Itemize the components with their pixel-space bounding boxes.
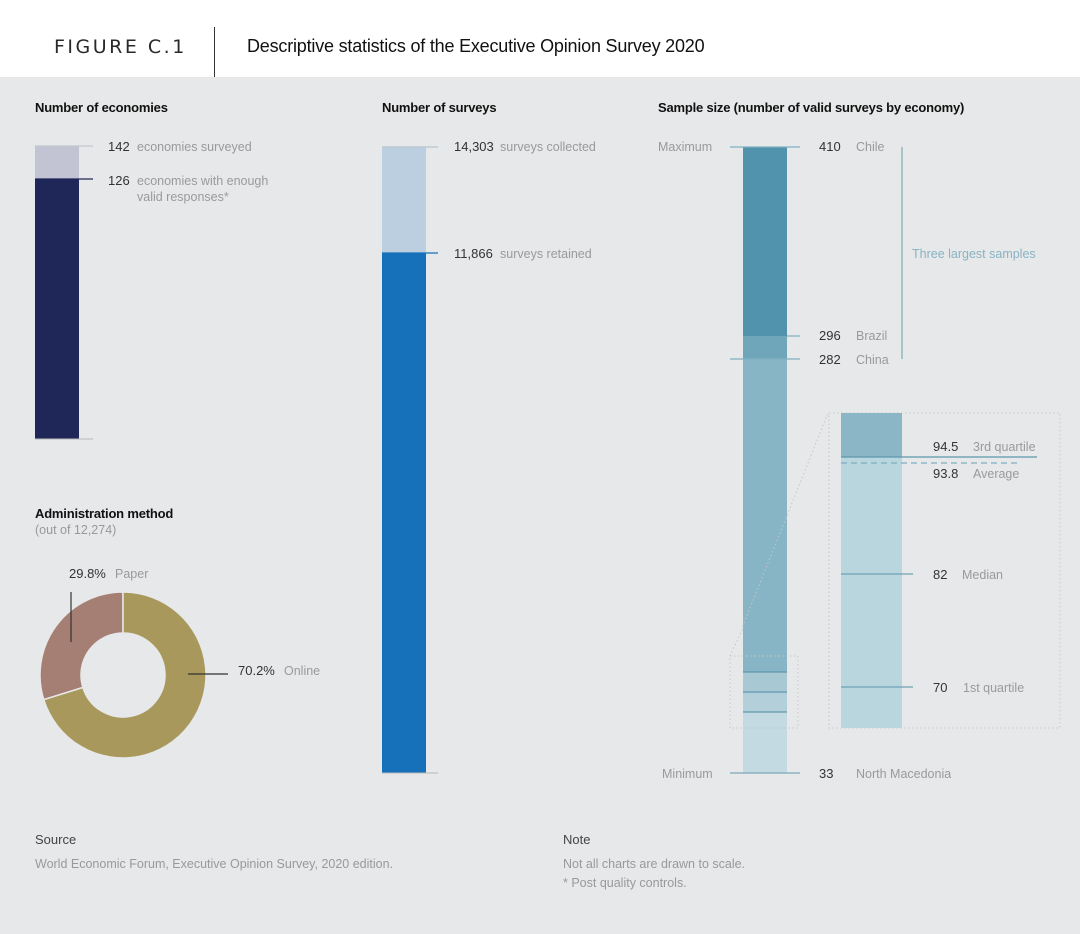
q3-label: 3rd quartile	[973, 440, 1036, 454]
economies-valid-label-1: economies with enough	[137, 174, 269, 188]
surveys-retained-label: surveys retained	[500, 247, 592, 261]
average-value: 93.8	[933, 466, 959, 481]
china-value: 282	[819, 352, 841, 367]
surveys-retained-value: 11,866	[454, 246, 493, 261]
economies-valid-value: 126	[108, 173, 130, 188]
bar-sample-q3-band	[743, 672, 787, 692]
bar-economies-surveyed	[35, 146, 79, 179]
note-line-2: * Post quality controls.	[563, 876, 687, 890]
bar-surveys-retained	[382, 253, 426, 773]
note-heading: Note	[563, 832, 591, 847]
brazil-label: Brazil	[856, 329, 888, 343]
sample-title: Sample size (number of valid surveys by …	[658, 100, 965, 115]
figure-label: FIGURE C.1	[54, 36, 187, 58]
brazil-value: 296	[819, 328, 841, 343]
surveys-title: Number of surveys	[382, 100, 497, 115]
q1-label: 1st quartile	[963, 681, 1025, 695]
note-line-1: Not all charts are drawn to scale.	[563, 857, 746, 871]
q1-value: 70	[933, 680, 948, 695]
paper-label: Paper	[115, 567, 149, 581]
bar-sample-mid	[743, 359, 787, 672]
source-text: World Economic Forum, Executive Opinion …	[35, 857, 394, 871]
paper-pct: 29.8%	[69, 566, 106, 581]
header-divider	[214, 27, 215, 77]
surveys-collected-value: 14,303	[454, 139, 494, 154]
online-pct: 70.2%	[238, 663, 275, 678]
minimum-label: Minimum	[662, 767, 713, 781]
zoom-bar-lower	[841, 457, 902, 728]
average-label: Average	[973, 467, 1020, 481]
bar-sample-median-band	[743, 692, 787, 712]
q3-value: 94.5	[933, 439, 959, 454]
figure-header: FIGURE C.1 Descriptive statistics of the…	[0, 0, 1080, 77]
three-largest-label: Three largest samples	[912, 247, 1036, 261]
median-value: 82	[933, 567, 948, 582]
donut-slice-paper	[39, 591, 124, 701]
chile-label: Chile	[856, 140, 885, 154]
zoom-source-region	[729, 655, 799, 729]
economies-title: Number of economies	[35, 100, 168, 115]
online-label: Online	[284, 664, 321, 678]
china-label: China	[856, 353, 889, 367]
bar-economies-valid	[35, 179, 79, 439]
maximum-label: Maximum	[658, 140, 713, 154]
economies-valid-label-2: valid responses*	[137, 190, 229, 204]
bar-sample-top3	[743, 147, 787, 336]
zoom-detail-box	[828, 412, 1061, 729]
admin-subtitle: (out of 12,274)	[35, 523, 117, 537]
bar-sample-low	[743, 712, 787, 773]
surveys-collected-label: surveys collected	[500, 140, 596, 154]
donut-slice-online	[42, 591, 207, 759]
figure-title: Descriptive statistics of the Executive …	[247, 36, 705, 56]
source-heading: Source	[35, 832, 77, 847]
zoom-bar-upper	[841, 413, 902, 457]
economies-surveyed-label: economies surveyed	[137, 140, 252, 154]
north-macedonia-value: 33	[819, 766, 834, 781]
economies-surveyed-value: 142	[108, 139, 130, 154]
median-label: Median	[962, 568, 1003, 582]
bar-sample-band-brazil-china	[743, 336, 787, 359]
bar-surveys-collected	[382, 147, 426, 253]
north-macedonia-label: North Macedonia	[856, 767, 952, 781]
chile-value: 410	[819, 139, 841, 154]
admin-title: Administration method	[35, 506, 174, 521]
